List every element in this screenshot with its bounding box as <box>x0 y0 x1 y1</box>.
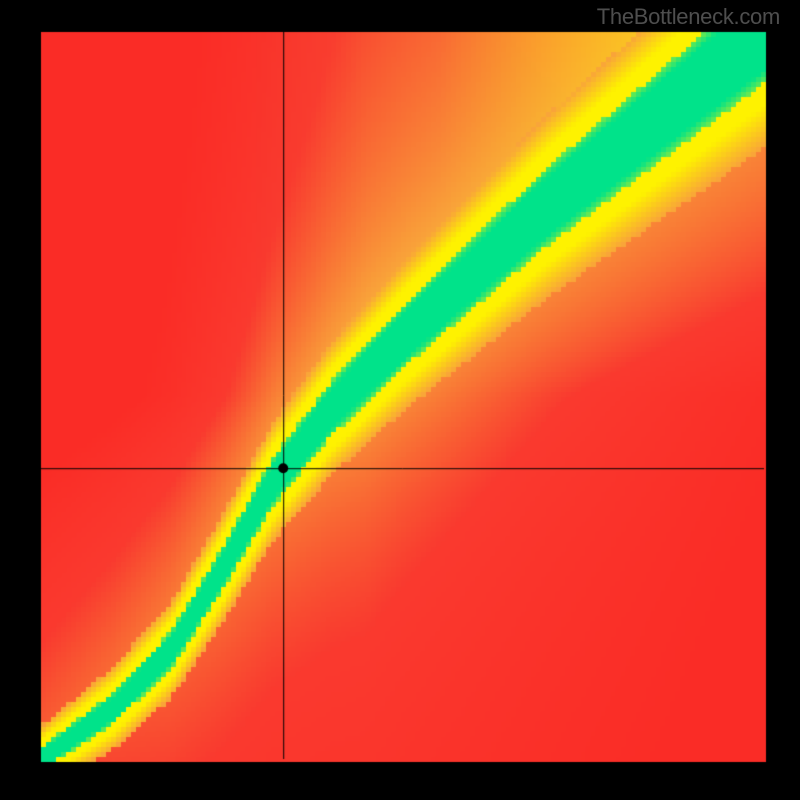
bottleneck-heatmap <box>0 0 800 800</box>
watermark-text: TheBottleneck.com <box>597 4 780 30</box>
